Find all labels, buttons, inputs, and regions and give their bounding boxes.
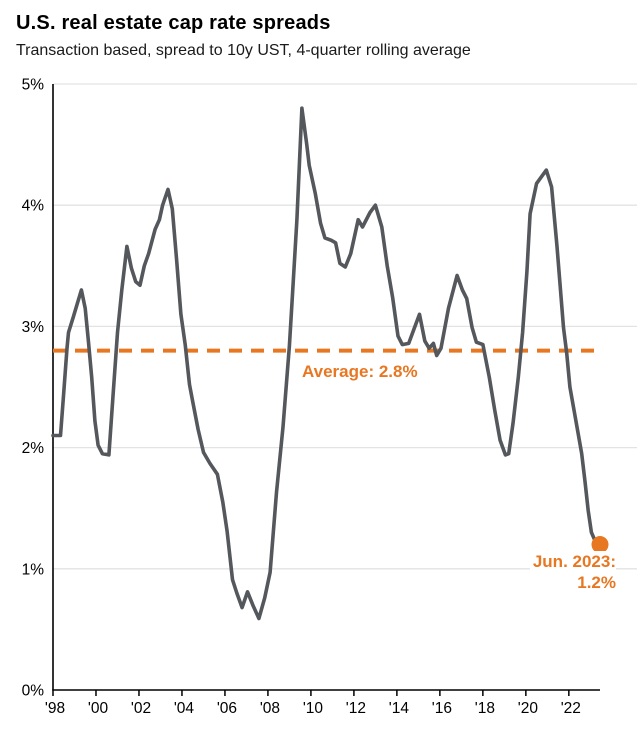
x-tick-label-'04: '04 (174, 700, 195, 717)
endpoint-annotation: Jun. 2023: 1.2% (529, 551, 616, 593)
x-tick-label-'02: '02 (131, 700, 151, 717)
x-tick-label-'14: '14 (389, 700, 410, 717)
x-tick-label-'22: '22 (561, 700, 581, 717)
cap-rate-spread-line (51, 106, 602, 621)
spread-line-series (51, 106, 602, 621)
x-tick-label-'00: '00 (88, 700, 109, 717)
chart-subtitle: Transaction based, spread to 10y UST, 4-… (16, 42, 471, 59)
endpoint-marker-dot (591, 536, 609, 554)
x-tick-label-'18: '18 (475, 700, 495, 717)
y-axis-labels: 0% 1% 2% 3% 4% 5% (22, 77, 45, 700)
x-axis-labels: '98 '00 '02 '04 '06 '08 '10 '12 '14 '16 '18 '20 '22 (45, 700, 581, 717)
x-tick-label-'98: '98 (45, 700, 65, 717)
x-tick-label-'20: '20 (518, 700, 539, 717)
x-tick-label-'08: '08 (260, 700, 280, 717)
x-tick-label-'16: '16 (432, 700, 452, 717)
y-tick-label-5%: 5% (22, 77, 45, 94)
x-tick-label-'06: '06 (217, 700, 237, 717)
y-tick-label-3%: 3% (22, 319, 45, 336)
axes (52, 84, 600, 691)
y-tick-label-4%: 4% (22, 198, 45, 215)
y-tick-label-0%: 0% (22, 683, 45, 700)
gridlines (53, 83, 637, 570)
axis-ticks (52, 690, 570, 696)
endpoint-annotation-value: 1.2% (577, 573, 616, 592)
y-tick-label-1%: 1% (22, 561, 45, 578)
average-annotation: Average: 2.8% (302, 362, 418, 381)
y-tick-label-2%: 2% (22, 440, 45, 457)
x-tick-label-'10: '10 (303, 700, 324, 717)
endpoint-annotation-date: Jun. 2023: (532, 552, 616, 571)
jun-2023-dot (591, 536, 609, 554)
x-tick-label-'12: '12 (346, 700, 366, 717)
chart-title: U.S. real estate cap rate spreads (16, 12, 331, 34)
